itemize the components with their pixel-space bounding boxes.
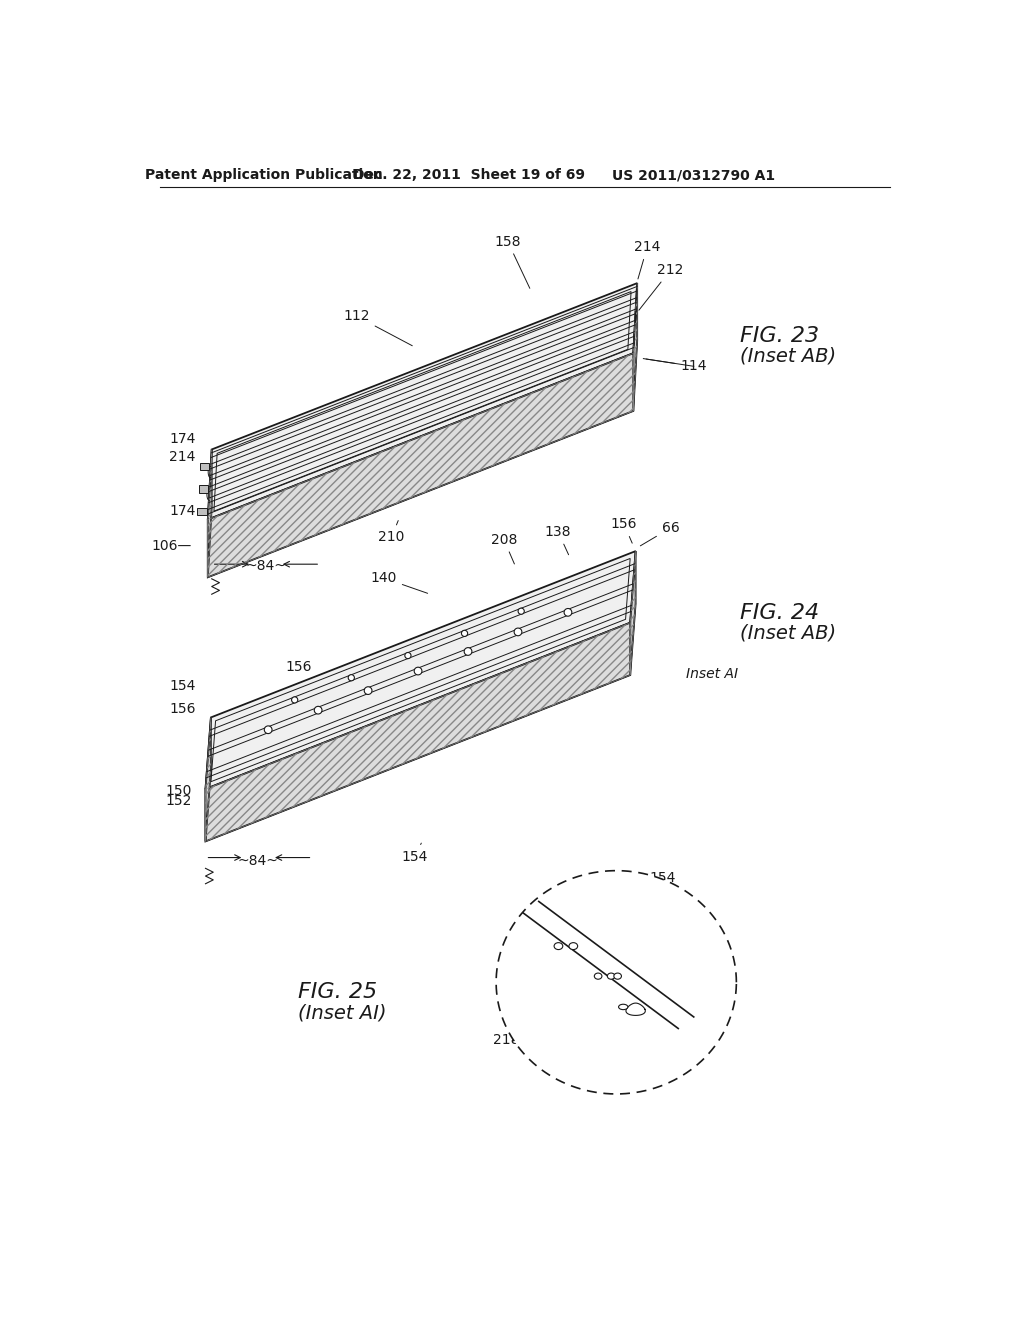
Text: 156: 156 [610,517,637,543]
Text: Inset AI: Inset AI [686,667,738,681]
FancyBboxPatch shape [199,486,208,492]
Polygon shape [208,341,637,577]
Text: 156: 156 [170,702,197,715]
Ellipse shape [618,1005,628,1010]
Text: 154: 154 [170,678,197,693]
Text: FIG. 24: FIG. 24 [740,603,819,623]
Text: Patent Application Publication: Patent Application Publication [144,169,383,182]
Text: 140: 140 [371,572,428,593]
Ellipse shape [496,871,736,1094]
Text: FIG. 23: FIG. 23 [740,326,819,346]
Polygon shape [206,552,636,789]
Text: 138: 138 [545,525,571,554]
Text: 222: 222 [697,941,724,954]
Text: 214: 214 [169,450,196,465]
Ellipse shape [613,973,622,979]
Text: 210: 210 [378,520,404,544]
Circle shape [348,675,354,681]
Text: 154: 154 [543,871,676,920]
Text: FIG. 25: FIG. 25 [299,982,378,1002]
Circle shape [414,667,422,675]
Polygon shape [206,623,630,841]
Text: 158: 158 [495,235,529,288]
Circle shape [518,609,524,614]
Text: 156: 156 [647,1015,685,1035]
Polygon shape [208,449,212,577]
Text: 174: 174 [169,504,196,517]
Circle shape [292,697,298,704]
Polygon shape [208,354,633,577]
Text: 154: 154 [401,843,428,863]
Circle shape [514,628,522,636]
Text: 114: 114 [646,359,707,374]
Circle shape [264,726,272,734]
Ellipse shape [607,973,615,979]
Polygon shape [633,284,637,411]
Text: 112: 112 [343,309,413,346]
Circle shape [464,648,472,655]
Polygon shape [206,718,211,841]
Text: 152: 152 [165,795,191,808]
Text: (Inset AB): (Inset AB) [740,624,837,643]
Circle shape [365,686,372,694]
Circle shape [404,652,411,659]
Text: Dec. 22, 2011  Sheet 19 of 69: Dec. 22, 2011 Sheet 19 of 69 [353,169,585,182]
Polygon shape [630,552,636,675]
Circle shape [314,706,322,714]
Polygon shape [208,284,637,520]
Circle shape [462,631,468,636]
Text: 156: 156 [286,660,311,673]
Text: (Inset AB): (Inset AB) [740,347,837,366]
FancyBboxPatch shape [198,508,207,516]
Text: ~84~: ~84~ [238,854,279,867]
Text: 150: 150 [165,784,191,799]
Text: 66: 66 [640,521,679,546]
Text: 214: 214 [634,240,660,279]
Polygon shape [206,603,636,841]
Ellipse shape [569,942,578,949]
Text: 208: 208 [490,532,517,564]
Text: ~84~: ~84~ [246,560,287,573]
Text: 208: 208 [596,895,691,957]
FancyBboxPatch shape [200,462,209,470]
Circle shape [564,609,571,616]
Ellipse shape [594,973,602,979]
Text: 220: 220 [697,964,724,978]
Text: 212: 212 [639,263,684,310]
Text: (Inset AI): (Inset AI) [299,1003,387,1023]
Text: 174: 174 [169,433,196,446]
Text: 218: 218 [493,1032,535,1047]
Text: 106—: 106— [152,540,191,553]
Ellipse shape [554,942,563,949]
Text: US 2011/0312790 A1: US 2011/0312790 A1 [612,169,775,182]
